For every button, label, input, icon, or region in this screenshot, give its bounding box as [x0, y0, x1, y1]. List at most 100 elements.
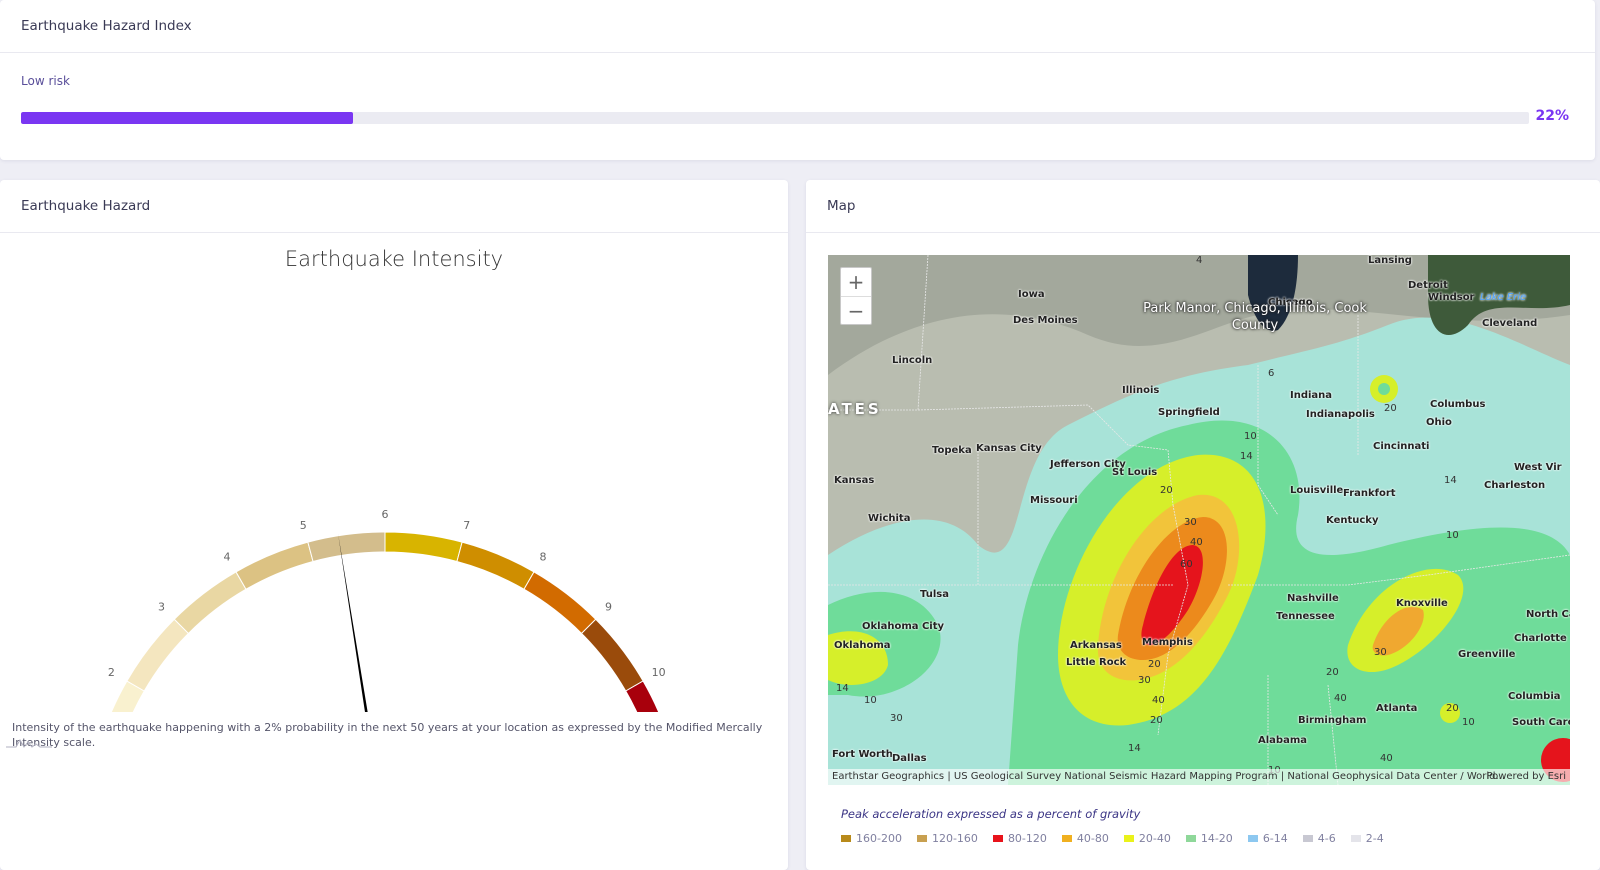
contour-value-label: 10: [1462, 717, 1475, 728]
legend-item: 2-4: [1350, 832, 1384, 845]
gauge-tick-label: 6: [382, 508, 389, 521]
legend-item: 4-6: [1302, 832, 1336, 845]
map-place-label: Iowa: [1018, 289, 1045, 300]
attribution-text: Earthstar Geographics | US Geological Su…: [832, 771, 1506, 782]
map-place-label: Lansing: [1368, 255, 1412, 266]
map-place-label: Tulsa: [920, 589, 949, 600]
contour-value-label: 20: [1148, 659, 1161, 670]
gauge-band-2: [126, 618, 190, 692]
legend-item: 40-80: [1061, 832, 1109, 845]
legend-item: 6-14: [1247, 832, 1288, 845]
gauge-tick-label: 10: [652, 666, 666, 679]
hazard-index-card: Earthquake Hazard Index Low risk 22%: [0, 0, 1595, 160]
location-callout-line: Park Manor, Chicago, Illinois, Cook: [1143, 301, 1367, 316]
map-place-label: Ohio: [1426, 417, 1452, 428]
contour-value-label: 6: [1268, 368, 1275, 379]
map-place-label: Oklahoma City: [862, 621, 945, 632]
map-place-label: Indianapolis: [1306, 409, 1375, 420]
map-place-label: Lincoln: [892, 355, 933, 366]
map-place-label: Topeka: [932, 445, 972, 456]
map-place-label: ATES: [828, 400, 882, 418]
map-place-label: St Louis: [1112, 467, 1158, 478]
contour-value-label: 14: [1444, 475, 1457, 486]
gauge-band-5: [307, 531, 386, 563]
contour-value-label: 10: [864, 695, 877, 706]
legend-label: 80-120: [1007, 832, 1047, 845]
contour-value-label: 60: [1180, 559, 1193, 570]
legend-swatch: [841, 835, 851, 842]
map-place-label: Jefferson City: [1050, 459, 1126, 470]
map-place-label: Birmingham: [1298, 715, 1367, 726]
legend-label: 120-160: [931, 832, 978, 845]
map-legend: 160-200 120-160 80-120 40-80 20-40 14-20 6-14 4…: [841, 832, 1399, 845]
contour-value-label: 20: [1326, 667, 1339, 678]
map-place-label: Kansas City: [976, 443, 1042, 454]
earthquake-hazard-title: Earthquake Hazard: [0, 180, 788, 233]
map-place-label: Fort Worth: [832, 749, 893, 760]
risk-percent: 22%: [1535, 108, 1569, 124]
map-place-label: Nashville: [1287, 593, 1339, 604]
map-place-label: Kansas: [834, 475, 875, 486]
legend-item: 160-200: [841, 832, 902, 845]
legend-swatch: [1350, 835, 1361, 842]
gauge-tick-label: 8: [540, 550, 547, 563]
map-place-label: Frankfort: [1343, 488, 1396, 499]
gauge-tick-label: 2: [108, 666, 115, 679]
legend-swatch: [1123, 835, 1134, 842]
map-place-label: West Vir: [1514, 462, 1562, 473]
location-callout-line: County: [1231, 318, 1279, 333]
map-place-label: Wichita: [868, 513, 911, 524]
intensity-gauge: Earthquake Intensity 0123456789101112: [108, 247, 666, 712]
zoom-in-button[interactable]: +: [847, 270, 865, 294]
contour-value-label: 40: [1334, 693, 1347, 704]
map-place-label: Memphis: [1142, 637, 1193, 648]
map-place-label: Greenville: [1458, 649, 1516, 660]
map-place-label: Alabama: [1258, 735, 1307, 746]
legend-item: 14-20: [1185, 832, 1233, 845]
hazard-map-canvas[interactable]: [828, 255, 1570, 785]
gauge-band-3: [173, 571, 247, 635]
contour-value-label: 40: [1152, 695, 1165, 706]
powered-by-esri[interactable]: Powered by Esri: [1486, 771, 1566, 782]
map-place-label: Windsor: [1428, 292, 1475, 303]
gauge-tick-label: 4: [224, 550, 231, 563]
gauge-tick-label: 5: [300, 519, 307, 532]
gauge-tick-label: 9: [605, 601, 612, 614]
map-place-label: Columbia: [1508, 691, 1561, 702]
zoom-out-button[interactable]: −: [841, 296, 871, 325]
risk-progress-fill: [21, 112, 353, 124]
legend-item: 120-160: [916, 832, 978, 845]
map-place-label: Lake Erie: [1480, 292, 1527, 303]
map-place-label: Oklahoma: [834, 640, 891, 651]
zoom-controls: + −: [840, 267, 872, 325]
legend-title: Peak acceleration expressed as a percent…: [841, 807, 1141, 821]
legend-label: 14-20: [1200, 832, 1233, 845]
gauge-band-4: [235, 541, 314, 590]
map-place-label: Columbus: [1430, 399, 1486, 410]
contour-value-label: 10: [1446, 530, 1459, 541]
legend-swatch: [916, 835, 927, 842]
contour-value-label: 30: [1374, 647, 1387, 658]
map-place-label: Springfield: [1158, 407, 1220, 418]
gauge-tick-label: 7: [463, 519, 470, 532]
map-place-label: Tennessee: [1276, 611, 1335, 622]
hazard-description: Intensity of the earthquake happening wi…: [12, 721, 763, 749]
map-place-label: Cleveland: [1482, 318, 1538, 329]
legend-label: 160-200: [856, 832, 902, 845]
map-place-label: Des Moines: [1013, 315, 1078, 326]
map-place-label: Charleston: [1484, 480, 1546, 491]
earthquake-hazard-card: Earthquake Hazard Earthquake Intensity 0…: [0, 180, 788, 870]
legend-label: 4-6: [1317, 832, 1336, 845]
risk-level-label: Low risk: [21, 74, 70, 88]
map-title: Map: [806, 180, 1600, 233]
gauge-title: Earthquake Intensity: [285, 247, 503, 271]
contour-value-label: 20: [1150, 715, 1163, 726]
map-place-label: South Carolina: [1512, 717, 1570, 728]
gauge-tick-label: 3: [158, 601, 165, 614]
contour-value-label: 20: [1160, 485, 1173, 496]
gauge-band-10: [625, 680, 660, 712]
hazard-map[interactable]: Iowa Des Moines Lincoln Illinois Springfield…: [828, 255, 1570, 785]
contour-value-label: 14: [1240, 451, 1253, 462]
contour-value-label: 30: [890, 713, 903, 724]
map-attribution: Earthstar Geographics | US Geological Su…: [828, 769, 1570, 785]
